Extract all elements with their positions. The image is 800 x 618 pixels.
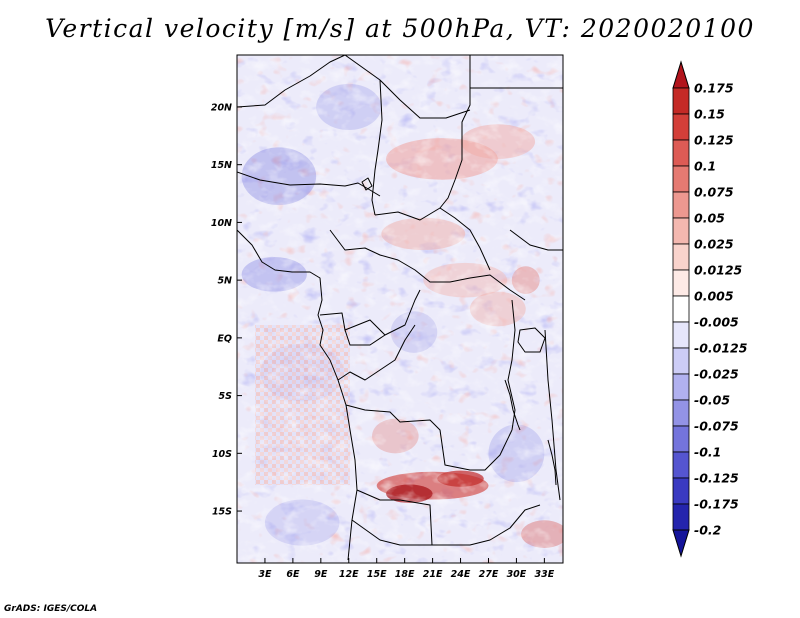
country-border — [344, 329, 386, 346]
political-boundaries — [237, 55, 563, 561]
coastline-west-africa — [237, 229, 358, 561]
colorbar-label: 0.0125 — [694, 263, 743, 278]
y-tick-label: 10N — [211, 218, 232, 229]
country-border — [439, 55, 471, 209]
colorbar-segment — [672, 399, 690, 427]
colorbar-label: -0.1 — [694, 445, 721, 460]
colorbar-segment — [672, 425, 690, 453]
lake-malawi — [547, 439, 557, 486]
colorbar-segment — [672, 269, 690, 297]
y-tick-label: 10S — [212, 449, 232, 460]
country-border — [337, 324, 416, 381]
x-tick-label: 6E — [286, 569, 300, 580]
x-tick-label: 12E — [339, 569, 359, 580]
colorbar-label: -0.005 — [694, 315, 739, 330]
colorbar-label: 0.175 — [694, 81, 734, 96]
colorbar-segment — [672, 113, 690, 141]
x-tick-label: 30E — [507, 569, 527, 580]
y-tick-label: EQ — [217, 333, 232, 344]
country-border — [344, 55, 471, 119]
colorbar-label: 0.125 — [694, 133, 734, 148]
x-tick-label: 3E — [258, 569, 272, 580]
x-tick-label: 27E — [479, 569, 499, 580]
colorbar-label: -0.2 — [694, 523, 721, 538]
country-border — [329, 229, 526, 301]
colorbar-label: 0.075 — [694, 185, 734, 200]
colorbar-segment — [672, 217, 690, 245]
colorbar-segment — [672, 243, 690, 271]
colorbar-segment — [672, 139, 690, 167]
colorbar-label: -0.125 — [694, 471, 739, 486]
noise-white-layer — [237, 55, 563, 563]
chart-title: Vertical velocity [m/s] at 500hPa, VT: 2… — [45, 14, 755, 43]
colorbar-label: -0.0125 — [694, 341, 748, 356]
x-tick-label: 33E — [535, 569, 555, 580]
map-frame — [236, 54, 564, 564]
colorbar: 0.175 0.15 0.125 0.1 0.075 0.05 0.025 0.0125 0.0… — [672, 60, 748, 558]
country-border — [345, 404, 513, 471]
country-border — [374, 207, 491, 271]
country-border — [371, 79, 383, 216]
colorbar-label: -0.05 — [694, 393, 730, 408]
colorbar-segment — [672, 295, 690, 323]
country-border — [432, 504, 541, 546]
colorbar-segment — [672, 321, 690, 349]
x-tick-label: 18E — [395, 569, 415, 580]
colorbar-label: -0.075 — [694, 419, 739, 434]
colorbar-segment — [672, 477, 690, 505]
x-tick-label: 21E — [423, 569, 443, 580]
grads-credit: GrADS: IGES/COLA — [4, 604, 98, 614]
colorbar-segment — [672, 451, 690, 479]
colorbar-min-arrow — [672, 529, 690, 558]
map-plot-area — [237, 55, 563, 563]
colorbar-label: 0.005 — [694, 289, 734, 304]
y-tick-label: 20N — [211, 102, 232, 113]
colorbar-label: -0.175 — [694, 497, 739, 512]
country-border — [237, 55, 346, 108]
country-border — [544, 329, 561, 501]
lake-chad — [361, 177, 373, 191]
y-tick-label: 15N — [211, 160, 232, 171]
lake-victoria — [517, 327, 546, 353]
lake-tanganyika — [504, 379, 521, 431]
y-tick-label: 5N — [217, 276, 232, 287]
colorbar-label: 0.05 — [694, 211, 725, 226]
colorbar-label: -0.025 — [694, 367, 739, 382]
x-tick-label: 15E — [367, 569, 387, 580]
axis-ticks: 3E 6E 9E 12E 15E 18E 21E 24E 27E 30E 33E 20N 15N 10N 5… — [211, 102, 555, 580]
colorbar-segment — [672, 373, 690, 401]
country-border — [319, 289, 421, 336]
x-tick-label: 9E — [314, 569, 328, 580]
x-tick-label: 24E — [451, 569, 471, 580]
colorbar-label: 0.025 — [694, 237, 734, 252]
colorbar-segment — [672, 503, 690, 531]
colorbar-segment — [672, 165, 690, 193]
country-border — [356, 489, 433, 546]
colorbar-label: 0.15 — [694, 107, 725, 122]
colorbar-segment — [672, 87, 690, 115]
y-tick-label: 5S — [219, 391, 233, 402]
colorbar-segment — [672, 347, 690, 375]
colorbar-label: 0.1 — [694, 159, 716, 174]
country-border — [509, 229, 563, 251]
colorbar-max-arrow — [672, 60, 690, 89]
country-border — [351, 519, 432, 546]
colorbar-segment — [672, 191, 690, 219]
y-tick-label: 15S — [212, 507, 232, 518]
